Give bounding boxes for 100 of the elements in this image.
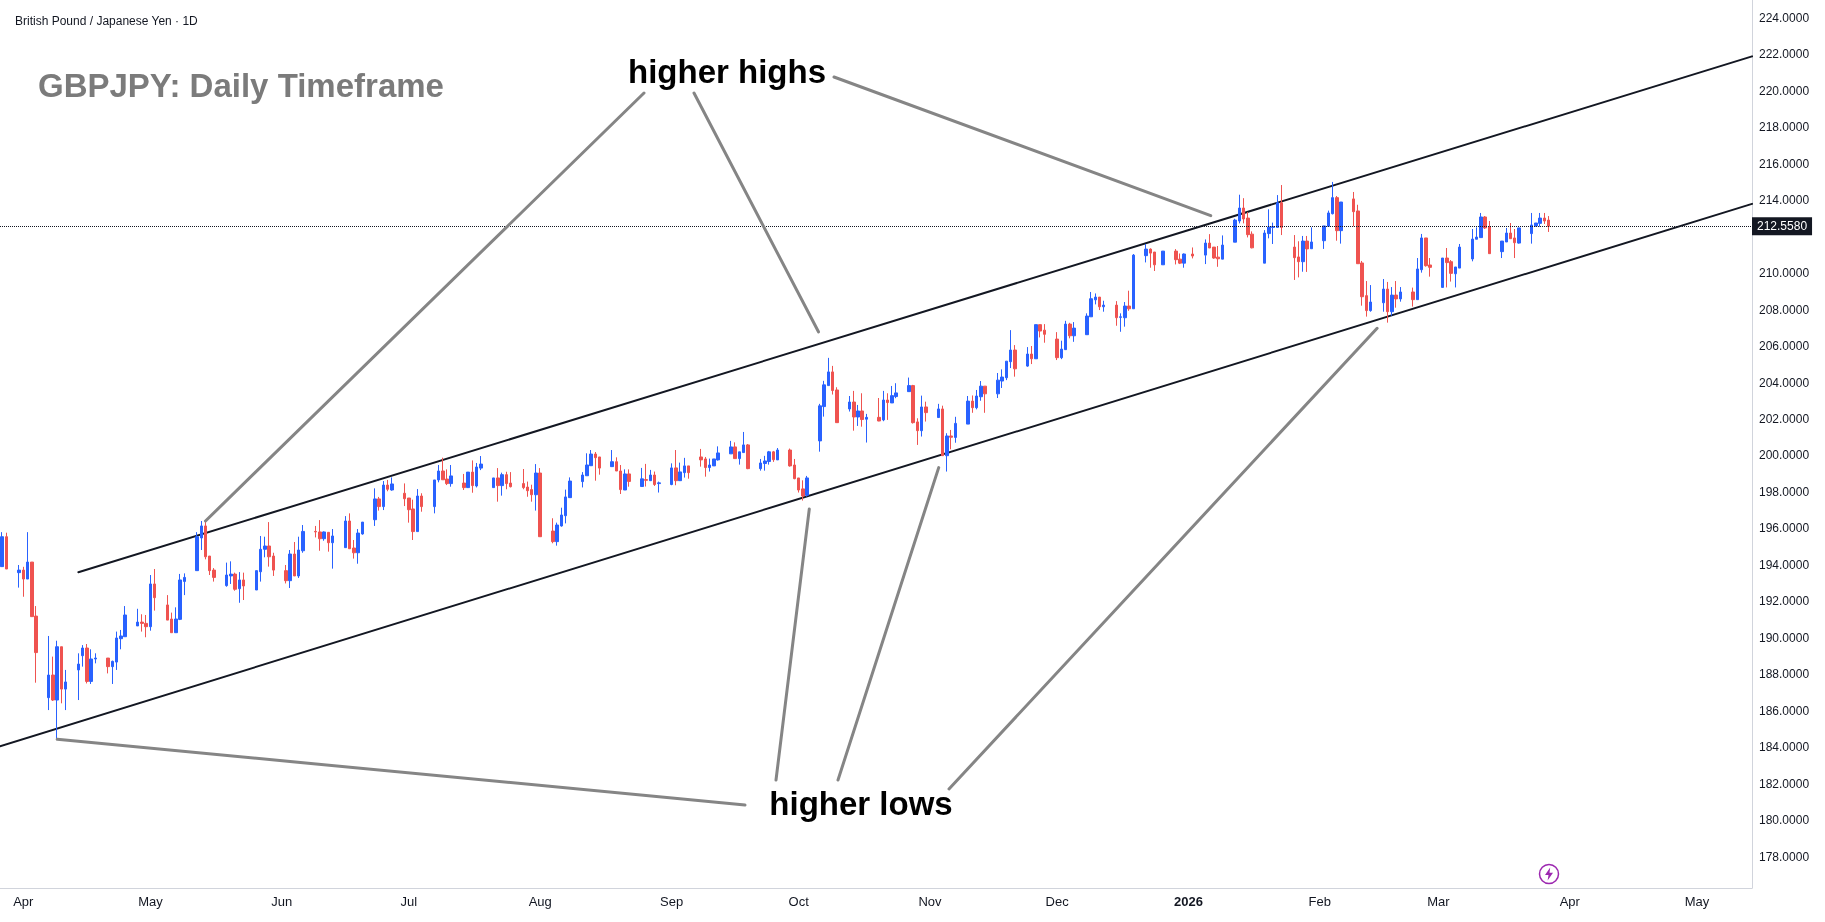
candlestick (229, 560, 233, 585)
candlestick (640, 467, 644, 488)
candlestick (1216, 245, 1220, 268)
candlestick (416, 488, 419, 533)
candlestick (51, 656, 55, 702)
candlestick (89, 648, 93, 685)
candlestick (627, 468, 631, 488)
candlestick (1153, 251, 1156, 272)
candlestick (386, 479, 389, 492)
candlestick (390, 476, 394, 492)
candlestick (26, 531, 29, 580)
candlestick (1204, 238, 1207, 265)
candlestick (5, 532, 8, 570)
candlestick (242, 572, 245, 601)
candlestick (746, 443, 750, 470)
candlestick (85, 643, 89, 684)
candlestick (1174, 248, 1178, 265)
candlestick (106, 657, 110, 674)
y-tick-label: 200.0000 (1759, 448, 1810, 463)
y-tick-label: 214.0000 (1759, 193, 1810, 208)
candlestick (284, 564, 288, 584)
candlestick (856, 404, 860, 427)
candlestick (801, 479, 805, 502)
candlestick (937, 403, 940, 419)
candlestick (492, 477, 495, 489)
candlestick (945, 432, 949, 473)
candlestick (1132, 253, 1135, 310)
candlestick (678, 462, 682, 482)
candlestick (848, 395, 851, 413)
y-tick-label: 182.0000 (1759, 776, 1810, 791)
text: British Pound / Japanese Yen · 1D (15, 14, 199, 28)
candlestick (509, 471, 512, 488)
annotation: higher highs (628, 52, 826, 90)
x-tick-label: Apr (1559, 894, 1581, 909)
candlestick (1394, 280, 1398, 309)
candlestick (687, 465, 690, 480)
candlestick (1386, 281, 1389, 324)
candlestick (318, 519, 322, 552)
candlestick (733, 441, 737, 460)
candlestick (81, 644, 84, 668)
y-tick-label: 188.0000 (1759, 667, 1810, 682)
candlestick (623, 468, 627, 491)
candlestick (1369, 284, 1372, 313)
candlestick (0, 531, 4, 568)
x-tick-label: Feb (1308, 894, 1332, 909)
candlestick (865, 413, 868, 444)
candlestick (594, 451, 597, 482)
candlestick (1034, 324, 1038, 360)
y-tick-label: 208.0000 (1759, 302, 1810, 317)
y-tick-label: 210.0000 (1759, 266, 1810, 281)
candlestick (1123, 301, 1127, 328)
candlestick (644, 463, 648, 488)
y-tick-label: 224.0000 (1759, 10, 1810, 25)
candlestick (77, 652, 80, 701)
y-tick-label: 198.0000 (1759, 485, 1810, 499)
candlestick (1030, 345, 1033, 365)
candlestick (449, 464, 453, 488)
y-tick-label: 222.0000 (1759, 47, 1810, 62)
candlestick (1310, 226, 1313, 250)
x-tick-label: Aug (528, 894, 552, 909)
candlestick (1182, 252, 1186, 269)
candlestick (238, 571, 241, 604)
candlestick (1335, 195, 1339, 242)
candlestick (1149, 247, 1152, 269)
candlestick (1098, 296, 1101, 311)
candlestick (949, 429, 953, 450)
candlestick (1471, 228, 1474, 262)
candlestick (1191, 246, 1194, 259)
candlestick (1399, 286, 1402, 303)
y-tick-label: 192.0000 (1759, 594, 1810, 609)
candlestick (47, 635, 50, 711)
candlestick (882, 390, 885, 422)
y-tick-label: 196.0000 (1759, 521, 1810, 536)
y-tick-label: 178.0000 (1759, 849, 1810, 864)
candlestick (1102, 300, 1105, 313)
candlestick (924, 401, 928, 423)
candlestick (1479, 212, 1483, 239)
candlestick (1445, 247, 1449, 288)
candlestick (954, 416, 957, 444)
candlestick (653, 471, 656, 487)
x-tick-label: Jul (400, 894, 418, 909)
candlestick (233, 572, 237, 592)
y-tick-label: 186.0000 (1759, 703, 1810, 718)
candlestick (441, 457, 445, 481)
annotation: higher lows (769, 784, 953, 822)
candlestick (1221, 234, 1224, 260)
candlestick (877, 397, 881, 422)
candlestick (649, 469, 652, 482)
candlestick (1517, 227, 1521, 245)
candlestick (1441, 257, 1444, 288)
candlestick (886, 392, 889, 421)
candlestick (852, 390, 856, 432)
candlestick (763, 455, 767, 472)
candlestick (420, 492, 423, 513)
candlestick (996, 372, 1000, 399)
candlestick (772, 450, 775, 463)
candlestick (657, 481, 661, 494)
candlestick (534, 463, 538, 512)
y-tick-label: 204.0000 (1759, 375, 1810, 390)
y-tick-label: 190.0000 (1759, 630, 1810, 645)
